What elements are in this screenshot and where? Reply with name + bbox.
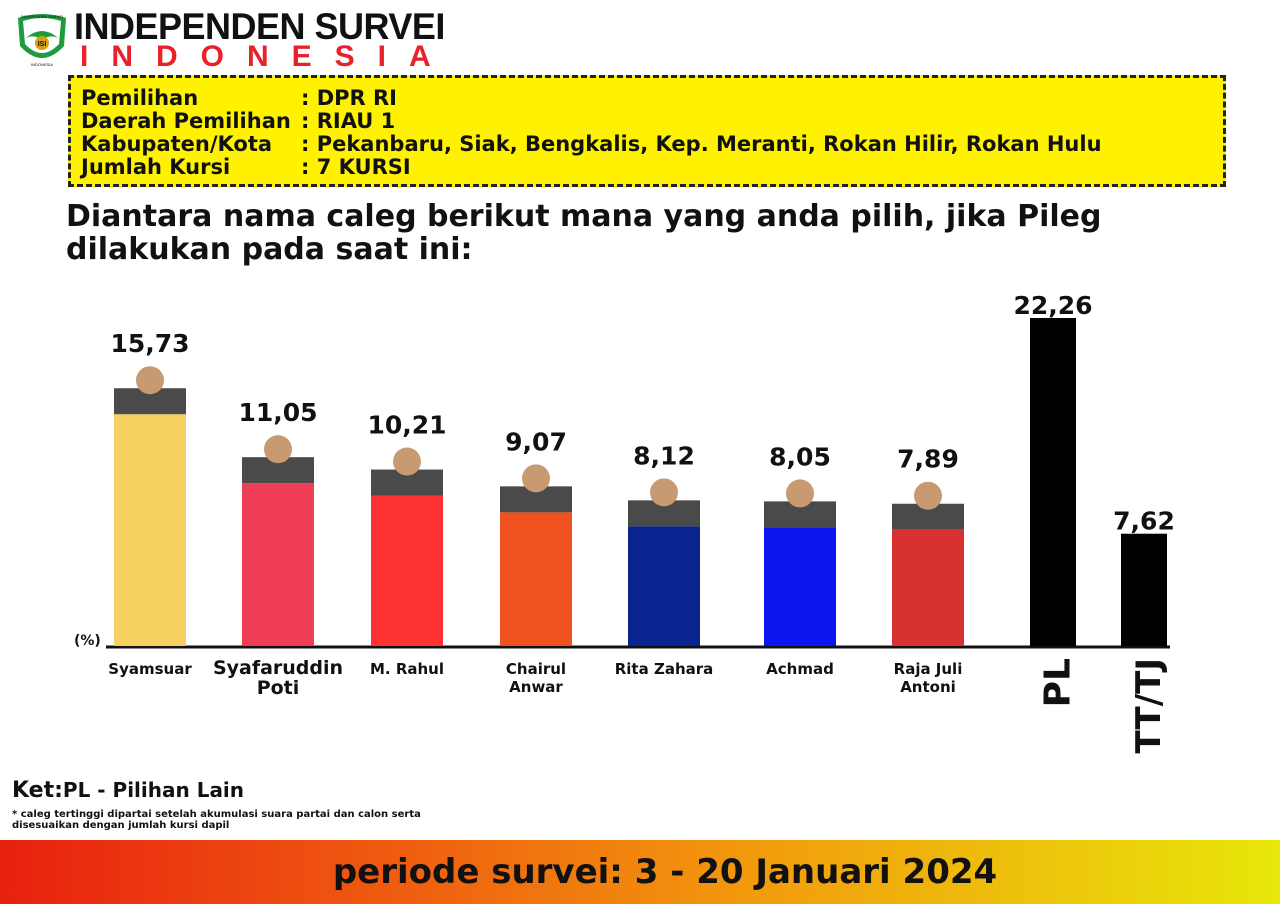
bar xyxy=(628,526,700,646)
category-label: M. Rahul xyxy=(370,660,444,678)
bar xyxy=(764,527,836,646)
category-label-line: Syafaruddin xyxy=(213,657,343,679)
info-label: Pemilihan xyxy=(81,86,199,110)
category-label-line: Antoni xyxy=(900,678,956,696)
category-label: Achmad xyxy=(766,660,834,678)
legend-note-prefix: Ket: xyxy=(12,778,63,803)
candidate-photo-head xyxy=(393,447,421,476)
info-label: Jumlah Kursi xyxy=(81,155,231,179)
category-label-line: Rita Zahara xyxy=(615,660,714,678)
data-label: 8,05 xyxy=(769,442,831,471)
footer-banner: periode survei: 3 - 20 Januari 2024 xyxy=(0,840,1280,904)
category-label: Rita Zahara xyxy=(615,660,714,678)
candidate-photo-head xyxy=(786,479,814,508)
candidate-photo-head xyxy=(650,478,678,507)
data-label: 10,21 xyxy=(367,411,446,440)
info-value: : RIAU 1 xyxy=(301,109,396,133)
data-label: 9,07 xyxy=(505,427,567,456)
category-label: PL xyxy=(1038,658,1079,707)
info-value: : Pekanbaru, Siak, Bengkalis, Kep. Meran… xyxy=(301,132,1102,156)
category-label-line: Anwar xyxy=(509,678,563,696)
category-label: Syafaruddin Poti xyxy=(213,657,343,699)
bar xyxy=(500,512,572,646)
bar xyxy=(1121,533,1167,646)
category-label: TT/TJ xyxy=(1129,658,1169,753)
category-label-line: Syamsuar xyxy=(108,660,192,678)
data-label: 11,05 xyxy=(238,398,317,427)
category-label-line: Poti xyxy=(257,677,300,699)
category-label-line: Chairul xyxy=(506,660,566,678)
info-value: : DPR RI xyxy=(301,86,397,110)
category-label-line: Raja Juli xyxy=(894,660,963,678)
bar xyxy=(371,495,443,646)
bar xyxy=(242,483,314,646)
survey-question: Diantara nama caleg berikut mana yang an… xyxy=(66,199,1102,267)
election-info-box: Pemilihan : DPR RI Daerah Pemilihan : RI… xyxy=(68,75,1226,187)
category-label: Syamsuar xyxy=(108,660,192,678)
data-label: 7,89 xyxy=(897,445,959,474)
survey-period: periode survei: 3 - 20 Januari 2024 xyxy=(332,852,998,892)
candidate-photo-head xyxy=(914,481,942,510)
isi-logo: ISI INDEPENDEN SURVEI INDONESIA xyxy=(18,14,66,67)
legend-note-text: PL - Pilihan Lain xyxy=(62,778,245,802)
category-label: Raja Juli Antoni xyxy=(894,660,963,696)
category-label-line: M. Rahul xyxy=(370,660,444,678)
candidate-photo-head xyxy=(522,464,550,493)
category-label: Chairul Anwar xyxy=(506,660,566,696)
brand-name-line2: INDONESIA xyxy=(80,40,454,73)
candidate-photo-head xyxy=(264,435,292,464)
y-axis-unit-label: (%) xyxy=(74,633,101,649)
data-label: 22,26 xyxy=(1013,291,1092,320)
info-label: Kabupaten/Kota xyxy=(81,132,273,156)
info-label: Daerah Pemilihan xyxy=(81,109,291,133)
data-label: 15,73 xyxy=(110,329,189,358)
category-label-line: Achmad xyxy=(766,660,834,678)
candidate-photo-head xyxy=(136,366,164,395)
footnote: * caleg tertinggi dipartai setelah akumu… xyxy=(12,809,421,831)
info-value: : 7 KURSI xyxy=(301,155,411,179)
logo-bottom-text: INDONESIA xyxy=(31,62,53,67)
bar xyxy=(892,529,964,646)
data-label: 7,62 xyxy=(1113,507,1175,536)
logo-text: ISI xyxy=(38,41,47,48)
bar xyxy=(114,414,186,646)
brand-name-line1: INDEPENDEN SURVEI xyxy=(74,5,445,48)
bar xyxy=(1030,318,1076,646)
legend-note: Ket:PL - Pilihan Lain xyxy=(12,778,244,803)
data-label: 8,12 xyxy=(633,441,695,470)
logo-top-text: INDEPENDEN SURVEI xyxy=(21,14,63,19)
